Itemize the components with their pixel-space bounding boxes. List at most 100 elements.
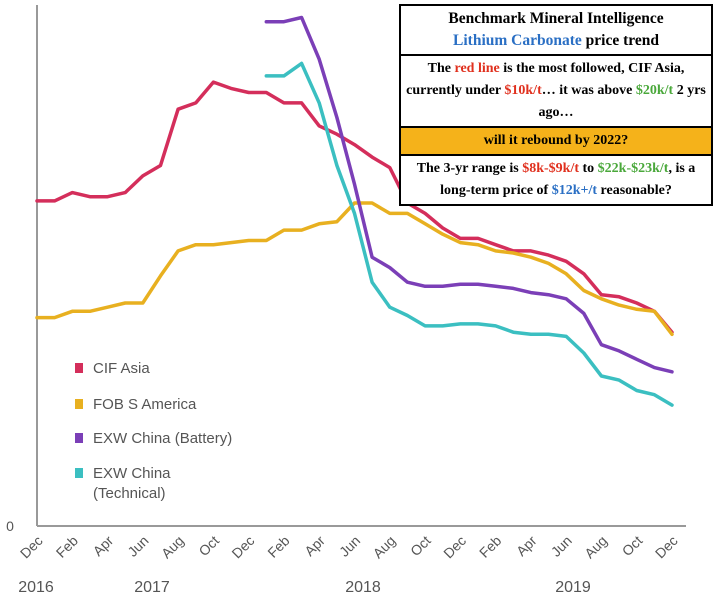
legend-swatch: [75, 433, 83, 443]
annotation-box: Benchmark Mineral Intelligence Lithium C…: [399, 4, 713, 206]
annotation-title-line1: Benchmark Mineral Intelligence: [448, 10, 664, 27]
data-point: [371, 202, 373, 204]
p1-text-a: The: [427, 61, 455, 76]
legend-swatch: [75, 363, 83, 373]
data-point: [194, 102, 197, 104]
p2-range-high: $22k-$23k/t: [597, 161, 669, 176]
year-label: 2017: [134, 579, 170, 596]
data-point: [124, 191, 126, 194]
tick-labels: Dec Feb Apr Jun Aug Oct Dec Feb Apr Jun Aug Oct Dec F…: [6, 518, 681, 596]
data-point: [530, 291, 532, 294]
data-point: [618, 295, 620, 298]
data-point: [159, 275, 162, 277]
x-tick-label: Aug: [158, 532, 187, 561]
data-point: [618, 379, 620, 381]
data-point: [265, 75, 268, 77]
data-point: [336, 164, 338, 167]
x-tick-label: Dec: [228, 532, 257, 561]
data-point: [336, 116, 338, 119]
p1-text-g: 2 yrs ago…: [538, 83, 706, 120]
data-point: [565, 335, 567, 338]
data-point: [388, 306, 391, 308]
data-point: [177, 250, 179, 252]
data-point: [653, 393, 656, 396]
data-point: [283, 229, 285, 231]
p2-text-a: The 3-yr range is: [416, 161, 523, 176]
data-point: [671, 333, 673, 336]
data-point: [318, 102, 321, 104]
data-point: [89, 310, 91, 313]
x-tick-label: Dec: [652, 532, 681, 561]
data-point: [300, 102, 303, 104]
data-point: [459, 283, 462, 286]
data-point: [371, 156, 373, 158]
legend-swatch: [75, 399, 83, 409]
x-tick-label: Jun: [548, 532, 575, 559]
data-point: [600, 343, 603, 346]
data-point: [71, 191, 74, 194]
data-point: [300, 16, 303, 19]
x-tick-label: Feb: [264, 532, 293, 561]
data-point: [265, 91, 268, 94]
data-point: [583, 352, 585, 354]
legend-swatch: [75, 468, 83, 478]
data-point: [512, 331, 515, 333]
data-point: [441, 285, 444, 288]
data-point: [406, 314, 409, 317]
data-point: [406, 281, 409, 283]
x-tick-label: Oct: [407, 532, 434, 559]
data-point: [353, 202, 356, 204]
data-point: [477, 323, 479, 325]
x-tick-label: Oct: [195, 532, 222, 559]
data-point: [177, 108, 179, 110]
data-point: [283, 75, 285, 77]
p2-range-low: $8k-$9k/t: [522, 161, 579, 176]
data-point: [283, 20, 285, 23]
legend-label: EXW China (Technical): [93, 465, 171, 502]
data-point: [424, 285, 426, 288]
data-point: [565, 273, 567, 275]
data-point: [318, 125, 321, 127]
data-point: [441, 233, 444, 236]
data-point: [142, 175, 144, 177]
data-point: [36, 316, 38, 319]
data-point: [477, 283, 479, 286]
x-tick-label: Apr: [90, 532, 117, 559]
data-point: [547, 254, 550, 256]
data-point: [600, 298, 603, 300]
data-point: [230, 87, 232, 90]
data-point: [300, 62, 303, 65]
data-point: [600, 293, 603, 296]
legend-label: FOB S America: [93, 396, 197, 413]
year-label: 2016: [18, 579, 54, 596]
data-point: [618, 350, 620, 352]
data-point: [265, 20, 268, 23]
data-point: [635, 308, 638, 311]
data-point: [388, 212, 391, 215]
data-point: [547, 262, 550, 265]
data-point: [565, 260, 567, 263]
data-point: [212, 81, 215, 83]
x-tick-label: Feb: [476, 532, 505, 561]
series-layer: [35, 15, 674, 407]
p1-red-line-text: red line: [454, 61, 500, 76]
data-point: [424, 325, 426, 327]
data-point: [494, 285, 497, 288]
data-point: [388, 166, 391, 169]
axes: [36, 5, 686, 527]
annotation-paragraph-2: The 3-yr range is $8k-$9k/t to $22k-$23k…: [401, 156, 711, 204]
data-point: [71, 310, 74, 313]
data-point: [371, 281, 373, 283]
data-point: [494, 250, 497, 252]
data-point: [477, 243, 479, 246]
data-point: [353, 183, 356, 186]
data-point: [318, 223, 321, 225]
data-point: [600, 375, 603, 377]
data-point: [494, 243, 497, 246]
p2-text-c: to: [579, 161, 598, 176]
data-point: [635, 389, 638, 392]
data-point: [159, 164, 162, 167]
legend-label: CIF Asia: [93, 360, 150, 377]
data-point: [318, 58, 321, 60]
data-point: [106, 195, 109, 198]
